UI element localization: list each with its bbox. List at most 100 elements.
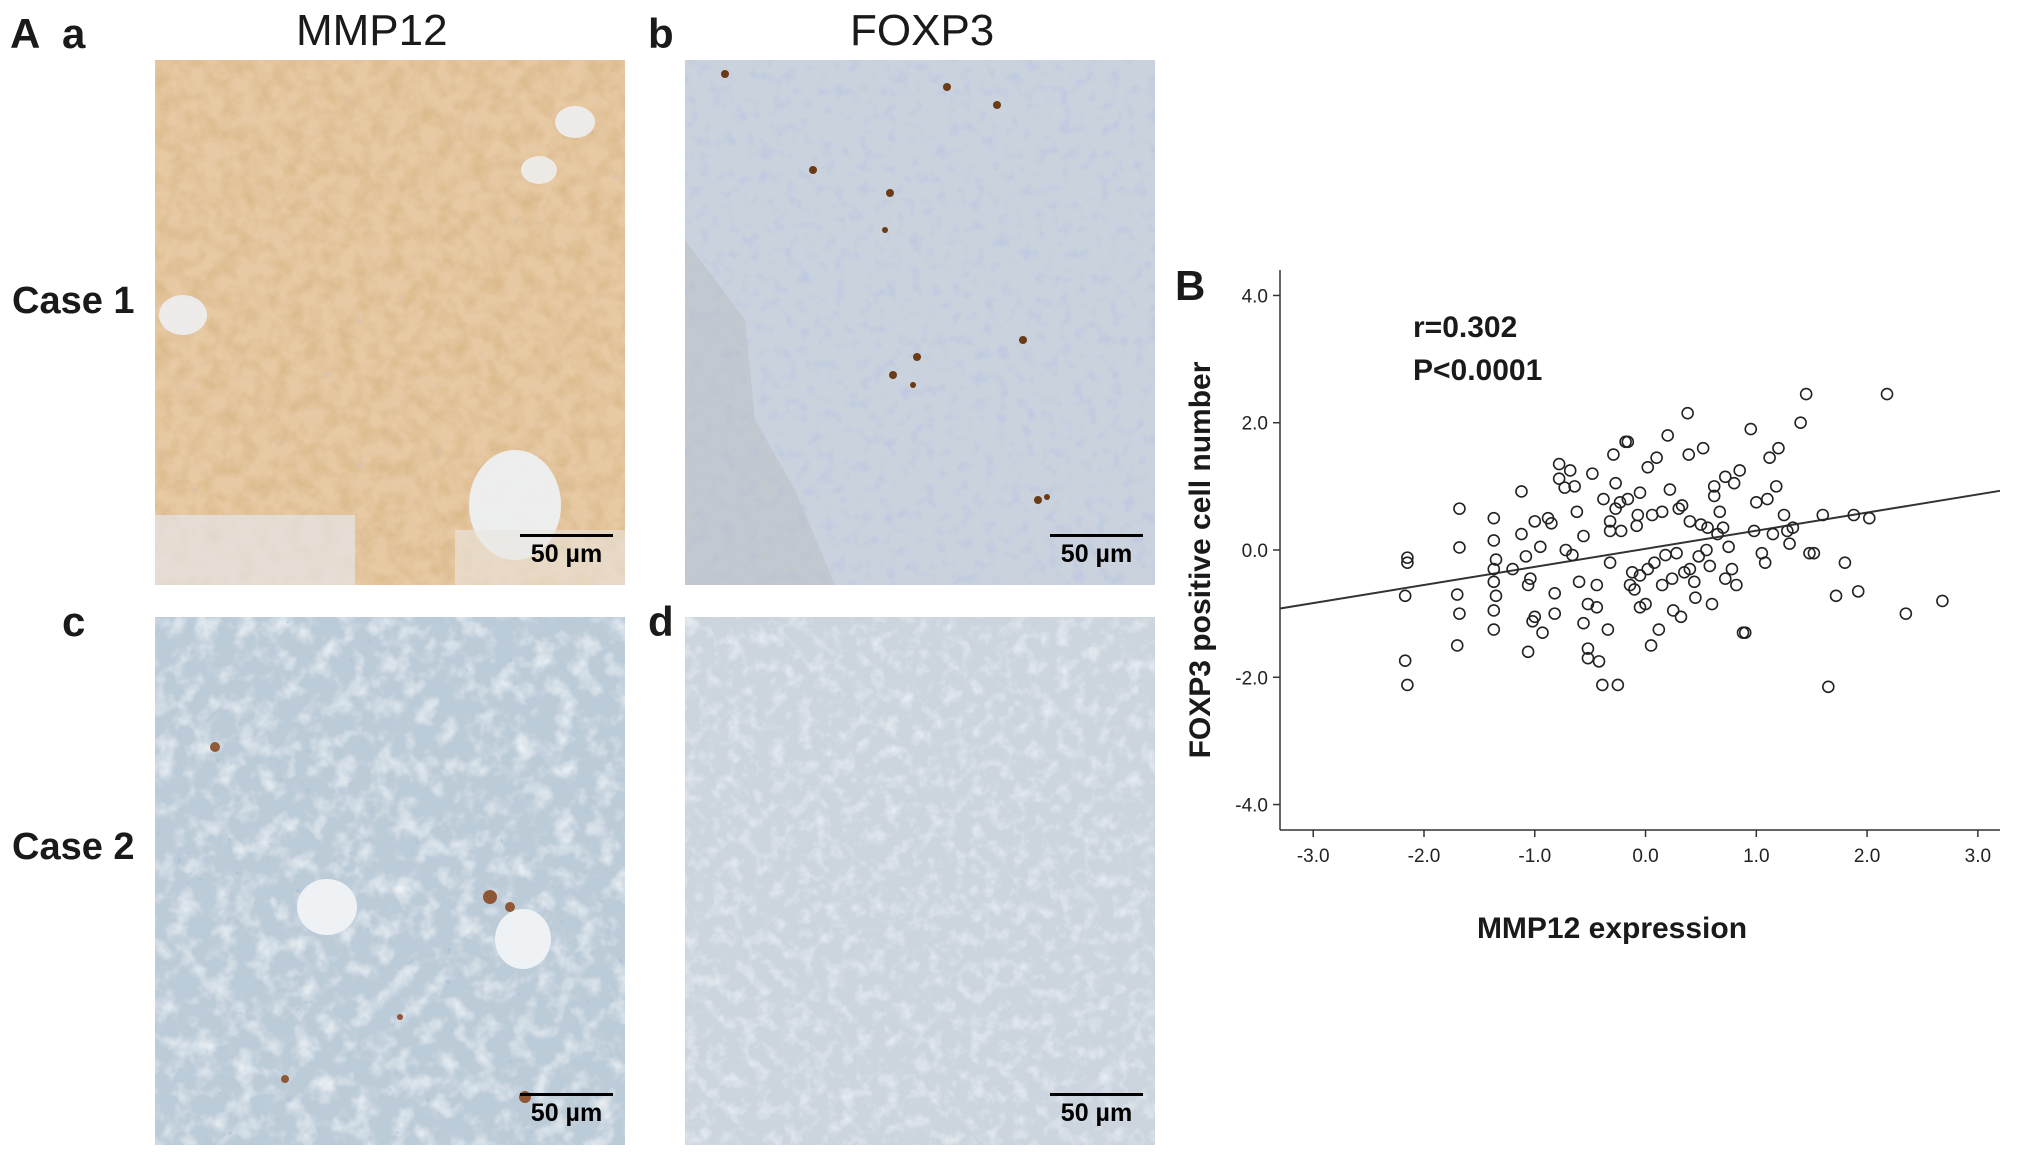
data-point (1738, 626, 1752, 640)
subpanel-a-label: a (62, 10, 86, 57)
data-point (1650, 451, 1663, 465)
data-point (1862, 511, 1876, 525)
subpanel-c-label: c (62, 598, 86, 645)
y-tick-label: -4.0 (1235, 796, 1268, 817)
data-point (1450, 588, 1464, 601)
row-label-case-1: Case 1 (12, 280, 135, 322)
data-point (1661, 429, 1674, 442)
fit-line (1279, 489, 2001, 610)
data-point (1630, 519, 1643, 533)
data-point (1687, 575, 1701, 589)
data-point (1718, 470, 1732, 484)
data-point (1552, 457, 1566, 471)
data-point (1614, 524, 1628, 538)
data-point (1603, 556, 1617, 570)
data-point (1794, 416, 1807, 430)
data-point (1401, 678, 1414, 692)
data-point (1772, 441, 1785, 455)
data-point (1601, 623, 1615, 636)
data-point (1816, 508, 1830, 522)
data-point (1727, 476, 1741, 490)
data-point (1623, 578, 1637, 592)
data-point (1572, 575, 1586, 589)
data-point (1655, 505, 1669, 519)
data-point (1665, 572, 1679, 585)
data-point (1592, 655, 1606, 668)
data-point (1528, 610, 1542, 624)
data-point (1577, 616, 1590, 630)
subpanel-d-label: d (648, 598, 674, 645)
data-point (1700, 543, 1713, 557)
data-point (1625, 565, 1639, 579)
data-point (1701, 521, 1714, 535)
row-label-case-2: Case 2 (12, 826, 135, 868)
data-point (1722, 540, 1735, 554)
data-point (1590, 600, 1604, 614)
data-point (1489, 553, 1503, 566)
data-point (1566, 548, 1579, 562)
annotation-r-value: r=0.302 (1413, 311, 1517, 344)
data-point (1586, 467, 1599, 480)
data-point (1777, 508, 1791, 522)
panel-B-label: B (1175, 262, 1206, 309)
data-point (1581, 597, 1595, 611)
scale-bar-label: 50 µm (1060, 1099, 1133, 1127)
data-point (1521, 578, 1535, 592)
data-point (1694, 518, 1708, 531)
data-point (1487, 534, 1501, 547)
data-point (1489, 589, 1503, 603)
x-tick-label: -1.0 (1518, 846, 1551, 867)
data-point (1515, 485, 1528, 498)
subpanel-b-label: b (648, 10, 674, 57)
scale-bar-label: 50 µm (530, 1099, 603, 1127)
data-point (1696, 441, 1710, 455)
data-point (1548, 607, 1562, 620)
data-point (1611, 678, 1625, 692)
data-point (1596, 678, 1609, 692)
data-point (1799, 387, 1813, 401)
data-point (1744, 422, 1758, 436)
data-point (1524, 572, 1537, 585)
data-point (1613, 495, 1627, 509)
data-point (1769, 480, 1783, 493)
panel-A-label: A (10, 10, 41, 57)
data-point (1450, 639, 1464, 652)
y-axis-label: FOXP3 positive cell number (1184, 361, 1217, 758)
data-point (1672, 502, 1686, 515)
data-point (1398, 654, 1412, 668)
data-point (1590, 578, 1604, 592)
data-point (1603, 515, 1617, 528)
data-point (1552, 472, 1566, 486)
data-point (1581, 651, 1595, 665)
data-point (1829, 589, 1843, 603)
micrograph-foxp3-case1 (685, 60, 1155, 585)
data-point (1570, 505, 1584, 519)
data-point (1733, 464, 1746, 477)
data-point (1707, 480, 1721, 493)
data-point (1644, 639, 1658, 652)
data-point (1718, 572, 1732, 585)
data-point (1683, 562, 1697, 576)
data-point (1528, 515, 1542, 528)
data-point (1703, 559, 1717, 573)
micrograph-mmp12-case2 (155, 617, 625, 1145)
data-point (1609, 502, 1622, 515)
data-point (1521, 645, 1535, 659)
data-point (1487, 604, 1501, 617)
data-point (1838, 556, 1852, 570)
data-point (1621, 492, 1635, 506)
data-point (1487, 511, 1501, 525)
data-point (1648, 556, 1661, 570)
data-point (1659, 548, 1672, 562)
scale-bar-label: 50 µm (1060, 540, 1133, 568)
data-point (1675, 499, 1689, 512)
data-point (1597, 492, 1610, 506)
x-axis-label: MMP12 expression (1477, 912, 1747, 945)
micrograph-foxp3-case2 (685, 617, 1155, 1145)
data-point (1725, 562, 1739, 576)
data-point (1899, 607, 1913, 620)
plot-ticks: -3.0 -2.0 -1.0 0.0 1.0 2.0 3.0 4.0 2.0 0.0 -2.0 -4.… (1235, 286, 1991, 867)
x-tick-label: -2.0 (1408, 846, 1441, 867)
data-point (1453, 607, 1466, 620)
x-tick-label: 0.0 (1632, 846, 1658, 867)
